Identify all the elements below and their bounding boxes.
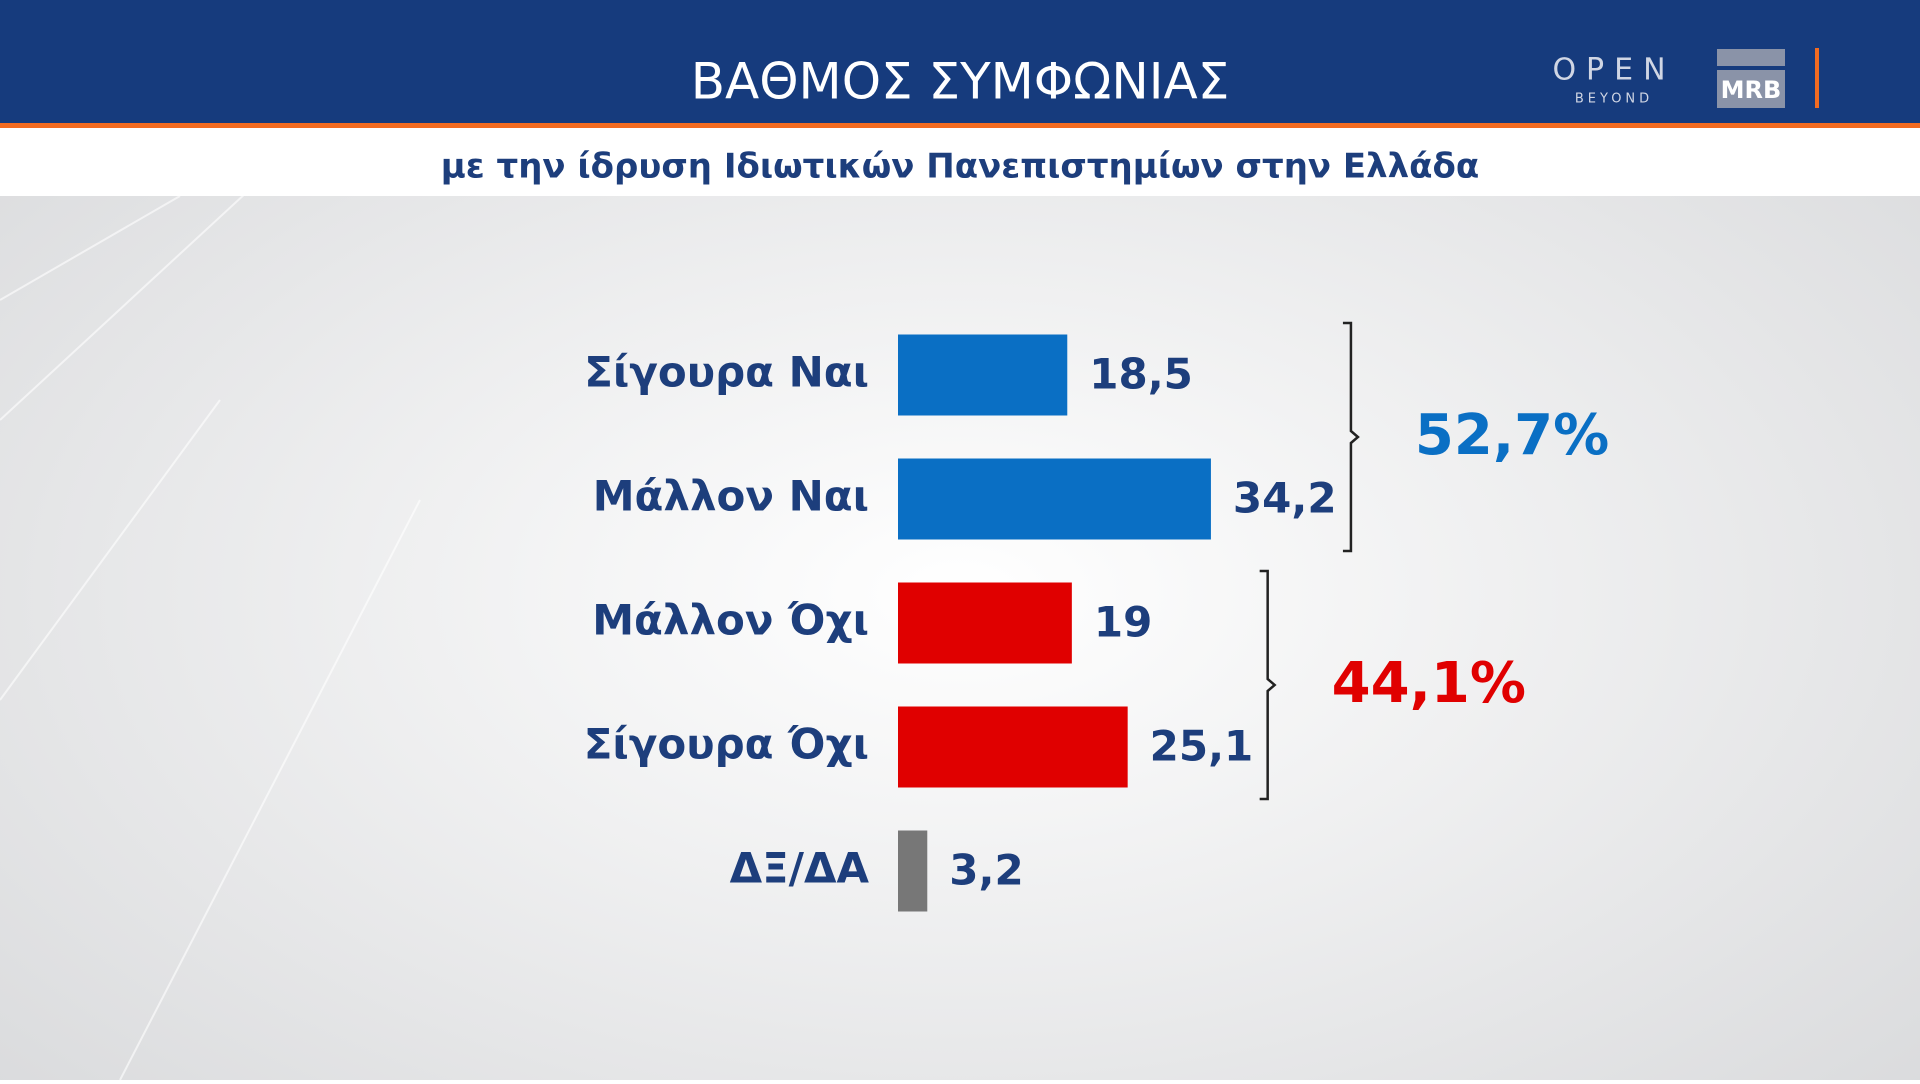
logo-open: OPEN [1552, 53, 1675, 88]
header-accent [0, 123, 1920, 128]
logo-mrb-top [1717, 49, 1785, 66]
group-total: 52,7% [1415, 403, 1609, 468]
logo-mrb-box [1717, 70, 1785, 108]
logo-beyond: BEYOND [1575, 92, 1653, 107]
category-label: ΔΞ/ΔΑ [730, 844, 870, 893]
logo-mrb: MRB [1721, 76, 1782, 104]
logo-divider [1815, 48, 1819, 108]
category-label: Σίγουρα Όχι [584, 720, 869, 769]
bar [898, 458, 1211, 540]
header-bar [0, 0, 1920, 123]
bar [898, 830, 928, 912]
subtitle-strip [0, 128, 1920, 196]
category-label: Μάλλον Ναι [593, 472, 869, 521]
group-bracket [1342, 321, 1360, 553]
category-label: Μάλλον Όχι [592, 596, 869, 645]
group-bracket [1259, 569, 1277, 801]
value-label: 3,2 [949, 846, 1023, 895]
decoration [0, 179, 421, 1081]
value-label: 34,2 [1233, 474, 1337, 523]
bar [898, 706, 1128, 788]
bar [898, 582, 1072, 664]
value-label: 18,5 [1089, 350, 1193, 399]
bar [898, 334, 1068, 416]
value-label: 19 [1094, 598, 1152, 647]
value-label: 25,1 [1150, 722, 1254, 771]
chart-title: ΒΑΘΜΟΣ ΣΥΜΦΩΝΙΑΣ [691, 53, 1230, 111]
chart-subtitle: με την ίδρυση Ιδιωτικών Πανεπιστημίων στ… [441, 147, 1480, 187]
category-label: Σίγουρα Ναι [584, 348, 869, 397]
group-total: 44,1% [1332, 651, 1526, 716]
